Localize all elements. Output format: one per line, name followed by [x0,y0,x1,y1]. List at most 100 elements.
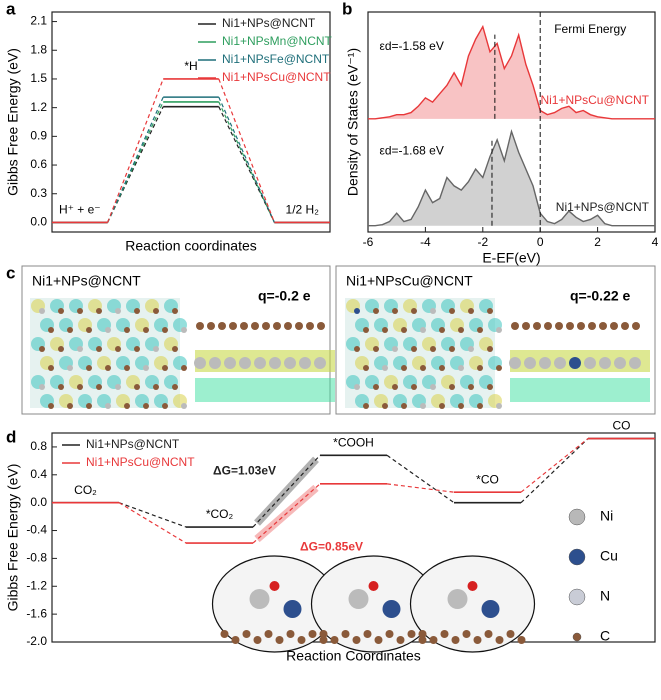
atom [86,365,92,371]
annotation: ΔG=1.03eV [213,463,276,477]
atom [67,403,73,409]
atom [484,630,493,638]
atom [439,327,445,333]
y-tick-label: -1.6 [26,606,47,620]
atom-legend-label: Ni [600,508,613,524]
state-label: H⁺ + e⁻ [59,203,101,217]
x-tick-label: -4 [420,235,431,249]
atom [273,322,281,330]
atom [629,357,641,369]
atom [254,357,266,369]
atom [473,636,482,644]
atom [382,365,388,371]
transition-glow [254,484,319,543]
atom [449,346,455,352]
connector [107,96,164,223]
y-tick-label: 1.2 [30,100,47,114]
atom [314,357,326,369]
y-tick-label: -0.4 [26,523,47,537]
atom [143,327,149,333]
atom [420,403,426,409]
atom [286,630,295,638]
plot-frame [51,11,331,233]
atom [172,384,178,390]
legend-label: Ni1+NPsFe@NCNT [222,52,330,66]
atom [86,327,92,333]
y-tick-label: 0.6 [30,157,47,171]
atom [48,403,54,409]
connector [252,483,321,544]
atom [392,384,398,390]
atom [39,384,45,390]
atom [407,630,416,638]
atom [240,322,248,330]
atom [363,630,372,638]
state-label: CO₂ [74,483,97,497]
atom [614,357,626,369]
atom [220,630,229,638]
atom [58,384,64,390]
atom [354,346,360,352]
x-axis-label: E-EF(eV) [482,250,540,266]
atom [363,403,369,409]
atom [610,322,618,330]
atom [275,636,284,644]
atom [242,630,251,638]
atom [134,346,140,352]
atom [251,322,259,330]
atom [352,636,361,644]
atom [373,346,379,352]
y-tick-label: 0.8 [30,439,47,453]
atom [297,636,306,644]
atom [262,322,270,330]
atom [468,308,474,314]
atom [48,327,54,333]
atom [430,308,436,314]
x-tick-label: 2 [594,235,601,249]
panel-label: a [6,0,16,18]
atom [196,322,204,330]
atom [96,346,102,352]
atom [115,308,121,314]
atom [96,308,102,314]
atom [418,636,427,644]
atom [354,308,360,314]
atom [115,346,121,352]
atom [458,327,464,333]
atom [418,630,427,638]
atom [599,322,607,330]
atom [284,322,292,330]
atom [295,322,303,330]
x-axis-label: Reaction coordinates [125,238,257,254]
state-label: *CO [476,472,499,486]
atom [487,384,493,390]
atom [153,346,159,352]
connector [118,502,187,528]
atom [382,403,388,409]
atom [58,308,64,314]
atom [539,357,551,369]
atom [374,636,383,644]
atom [420,327,426,333]
atom [487,308,493,314]
connector [107,101,164,223]
atom [115,384,121,390]
atom [229,322,237,330]
connector [520,438,589,493]
atom [511,322,519,330]
atom [253,636,262,644]
structure-label: Ni1+NPsCu@NCNT [346,273,473,289]
atom [420,365,426,371]
atom [477,365,483,371]
atom [373,384,379,390]
atom [341,630,350,638]
atom [269,357,281,369]
dos-fill [368,131,655,226]
atom [124,403,130,409]
structure-label: Ni1+NPs@NCNT [32,273,141,289]
atom [401,327,407,333]
atom [584,357,596,369]
legend-label: Ni1+NPsCu@NCNT [222,70,331,84]
atom [517,636,526,644]
